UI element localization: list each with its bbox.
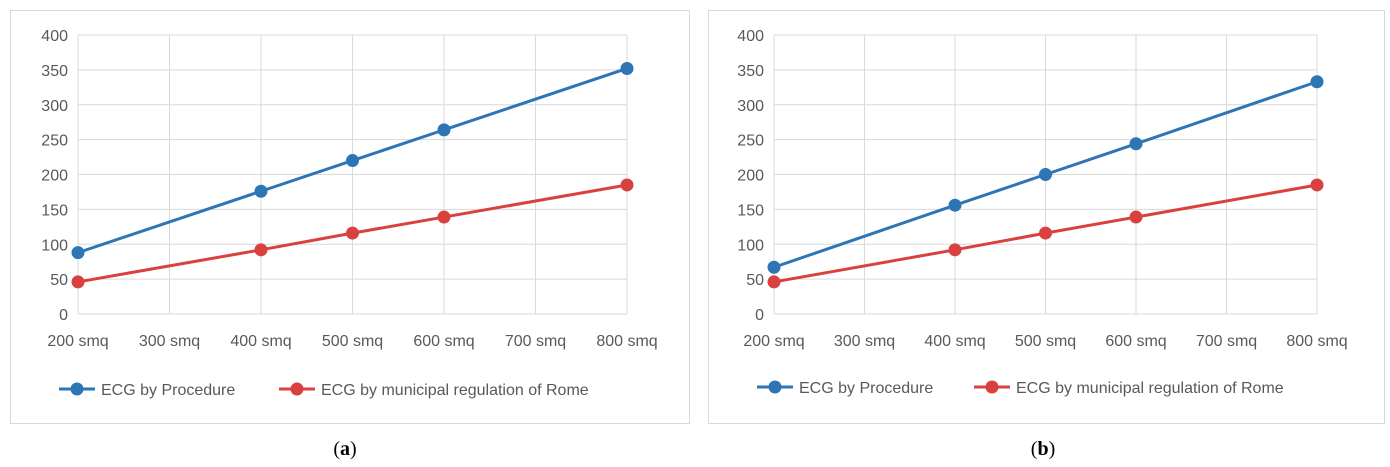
x-tick-label: 600 smq <box>413 333 474 350</box>
data-point <box>71 275 85 289</box>
chart-panel-a: 0 50 100 150 200 250 300 350 400 200 smq 300 smq 40… <box>10 10 690 424</box>
data-point <box>1310 75 1324 89</box>
y-tick-label: 100 <box>737 237 764 254</box>
x-tick-label: 200 smq <box>47 333 108 350</box>
y-tick-label: 350 <box>737 63 764 80</box>
x-tick-label: 500 smq <box>1015 333 1076 350</box>
y-tick-label: 350 <box>41 63 68 80</box>
x-tick-label: 400 smq <box>230 333 291 350</box>
data-point <box>767 260 781 274</box>
y-tick-label: 150 <box>41 202 68 219</box>
y-tick-label: 300 <box>41 98 68 115</box>
y-tick-label: 250 <box>41 133 68 150</box>
x-tick-label: 300 smq <box>834 333 895 350</box>
y-tick-label: 100 <box>41 237 68 254</box>
caption-a: (a) <box>333 438 357 460</box>
x-tick-label: 700 smq <box>505 333 566 350</box>
y-tick-label: 200 <box>737 168 764 185</box>
data-point <box>767 275 781 289</box>
legend-marker <box>985 380 999 394</box>
caption-b-letter: b <box>1037 438 1049 460</box>
data-point <box>1129 137 1143 151</box>
data-point <box>948 243 962 257</box>
y-tick-label: 250 <box>737 133 764 150</box>
y-tick-label: 0 <box>59 307 68 324</box>
y-tick-label: 50 <box>746 272 764 289</box>
data-point <box>620 61 634 75</box>
legend-label: ECG by municipal regulation of Rome <box>1016 380 1284 397</box>
legend-marker <box>70 382 84 396</box>
chart-panel-b: 0 50 100 150 200 250 300 350 400 200 smq 300 smq 40… <box>708 10 1385 424</box>
legend-marker <box>768 380 782 394</box>
y-tick-label: 0 <box>755 307 764 324</box>
legend-label: ECG by municipal regulation of Rome <box>321 382 589 399</box>
data-point <box>346 226 359 240</box>
data-point <box>437 123 451 137</box>
data-point <box>254 243 268 257</box>
x-tick-label: 800 smq <box>1286 333 1347 350</box>
y-tick-label: 200 <box>41 168 68 185</box>
legend-label: ECG by Procedure <box>101 382 235 399</box>
chart-b: 0 50 100 150 200 250 300 350 400 200 smq 300 smq 40… <box>737 28 1347 397</box>
y-tick-label: 150 <box>737 202 764 219</box>
x-tick-label: 400 smq <box>924 333 985 350</box>
data-point <box>1039 226 1052 240</box>
legend-label: ECG by Procedure <box>799 380 933 397</box>
y-tick-label: 50 <box>50 272 68 289</box>
legend-marker <box>290 382 304 396</box>
data-point <box>346 154 359 168</box>
x-tick-label: 700 smq <box>1196 333 1257 350</box>
data-point <box>1310 178 1324 192</box>
data-point <box>71 246 85 260</box>
y-tick-label: 400 <box>737 28 764 45</box>
data-point <box>620 178 634 192</box>
x-tick-label: 600 smq <box>1105 333 1166 350</box>
data-point <box>1039 168 1052 181</box>
x-tick-label: 300 smq <box>139 333 200 350</box>
x-tick-label: 500 smq <box>322 333 383 350</box>
x-tick-label: 800 smq <box>596 333 657 350</box>
caption-b: (b) <box>1030 438 1056 460</box>
data-point <box>948 198 962 212</box>
data-point <box>254 184 268 198</box>
caption-a-letter: a <box>340 438 350 460</box>
y-tick-label: 400 <box>41 28 68 45</box>
chart-a: 0 50 100 150 200 250 300 350 400 200 smq 300 smq 40… <box>41 28 657 399</box>
data-point <box>437 210 451 224</box>
data-point <box>1129 210 1143 224</box>
y-tick-label: 300 <box>737 98 764 115</box>
x-tick-label: 200 smq <box>743 333 804 350</box>
